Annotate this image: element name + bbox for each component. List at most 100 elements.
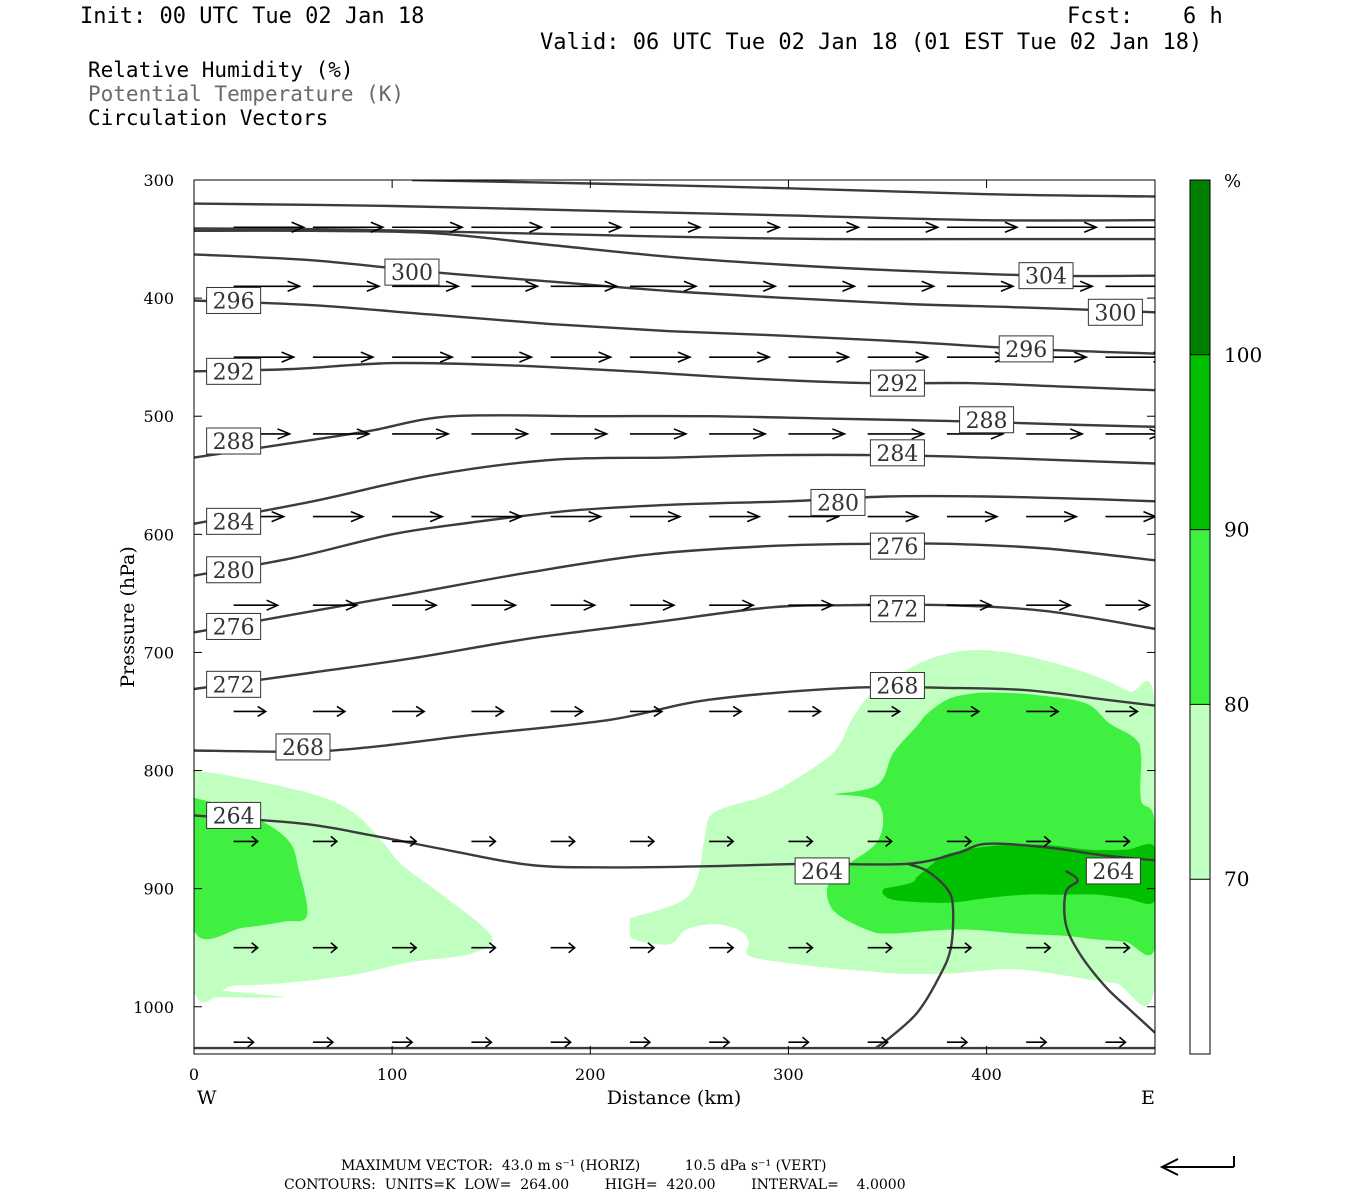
theta-label-text: 264 <box>801 860 843 885</box>
vector-arrow <box>1105 1036 1127 1048</box>
vector-head <box>801 1036 810 1048</box>
vector-head <box>881 1036 889 1048</box>
vector-arrow <box>312 705 347 718</box>
vector-head <box>842 280 857 293</box>
vector-head <box>336 705 347 718</box>
vector-arrow <box>312 428 371 440</box>
vector-arrow <box>629 835 656 848</box>
vector-head <box>647 835 656 848</box>
vector-head <box>1004 221 1020 233</box>
theta-label-304: 304 <box>1018 262 1074 290</box>
vector-arrow <box>312 510 365 523</box>
vector-head <box>1049 705 1060 718</box>
vector-arrow <box>788 351 851 363</box>
x-tick-label: 100 <box>377 1065 408 1084</box>
vector-arrow <box>1105 835 1131 848</box>
vector-arrow <box>392 510 445 523</box>
theta-label-box <box>1085 857 1141 885</box>
vector-arrow <box>709 835 735 848</box>
theta-line-272 <box>194 603 1155 691</box>
vector-arrow <box>550 351 613 363</box>
vector-head <box>291 221 306 233</box>
theta-line-unlabeled <box>194 202 1155 222</box>
theta-label-text: 284 <box>876 442 918 467</box>
vector-head <box>1039 1036 1048 1048</box>
legend-relative-humidity: Relative Humidity (%) <box>88 58 354 82</box>
vector-head <box>1129 705 1139 718</box>
theta-label-box <box>869 439 925 467</box>
vector-arrow <box>867 835 893 848</box>
theta-label-284: 284 <box>869 439 925 467</box>
vector-arrow <box>312 942 339 954</box>
vector-arrow <box>867 705 902 718</box>
theta-label-box <box>206 507 262 535</box>
theta-label-272: 272 <box>206 670 262 698</box>
vector-head <box>925 221 940 233</box>
colorbar-unit: % <box>1224 171 1241 192</box>
vector-head <box>345 599 359 611</box>
vector-arrow <box>392 280 461 293</box>
vector-head <box>885 835 893 848</box>
vector-head <box>568 942 576 954</box>
vector-head <box>494 705 505 718</box>
vector-arrow <box>946 280 1016 293</box>
vector-arrow <box>788 1036 810 1048</box>
vector-arrow <box>788 705 822 718</box>
vector-arrow <box>709 942 735 954</box>
vector-head <box>1149 428 1155 440</box>
vector-arrow <box>550 280 619 293</box>
vector-head <box>525 280 540 293</box>
colorbar-band <box>1190 879 1210 1054</box>
vector-arrow <box>1105 281 1171 291</box>
vector-arrow <box>312 599 359 611</box>
vector-head <box>266 599 280 611</box>
vector-arrow <box>946 942 973 954</box>
colorbar-tick-label: 70 <box>1224 867 1249 891</box>
theta-label-280: 280 <box>810 488 866 516</box>
vector-arrow <box>550 1036 572 1048</box>
vector-head <box>687 221 702 233</box>
vector-head <box>445 280 461 293</box>
vector-head <box>1159 281 1171 291</box>
vector-head <box>1069 428 1085 440</box>
vector-head <box>350 510 365 523</box>
theta-label-box <box>206 286 262 314</box>
vector-head <box>604 280 619 293</box>
theta-line-264 <box>194 814 1155 869</box>
theta-label-272: 272 <box>869 595 925 623</box>
footer-contours: CONTOURS: UNITS=K LOW= 264.00 HIGH= 420.… <box>284 1177 906 1193</box>
vector-arrow <box>392 1036 414 1048</box>
theta-label-268: 268 <box>869 672 925 700</box>
vector-arrow <box>312 351 375 363</box>
theta-label-288: 288 <box>959 406 1015 434</box>
vector-arrow <box>550 599 597 611</box>
theta-label-text: 300 <box>1094 301 1136 326</box>
vector-head <box>970 705 981 718</box>
y-tick-label: 300 <box>143 171 174 190</box>
theta-line-unlabeled <box>194 227 1155 241</box>
y-tick-label: 1000 <box>133 998 174 1017</box>
theta-label-276: 276 <box>206 612 262 640</box>
footer-max-vector: MAXIMUM VECTOR: 43.0 m s⁻¹ (HORIZ) 10.5 … <box>341 1158 827 1174</box>
theta-label-292: 292 <box>869 369 925 397</box>
vector-head <box>756 351 772 363</box>
vector-head <box>257 705 268 718</box>
vector-arrow <box>233 221 306 233</box>
vector-head <box>588 510 603 523</box>
vector-head <box>722 1036 731 1048</box>
theta-line-284 <box>194 453 1155 525</box>
vector-head <box>726 942 735 954</box>
vector-head <box>281 351 296 363</box>
vector-arrow <box>1026 705 1060 718</box>
vector-arrow <box>867 428 926 440</box>
vector-arrow <box>709 599 756 611</box>
theta-label-text: 276 <box>213 615 255 640</box>
vector-arrow <box>471 510 524 523</box>
vector-arrow <box>946 1036 969 1048</box>
vector-arrow <box>629 351 692 363</box>
forecast-hour: 6 h <box>1183 4 1223 29</box>
vector-head <box>429 510 445 523</box>
colorbar-band <box>1190 529 1210 705</box>
axes: 300 400 500 600 700 800 900 1000 0 100 200 300 400 <box>133 171 1155 1084</box>
legend-circulation-vectors: Circulation Vectors <box>88 106 329 130</box>
